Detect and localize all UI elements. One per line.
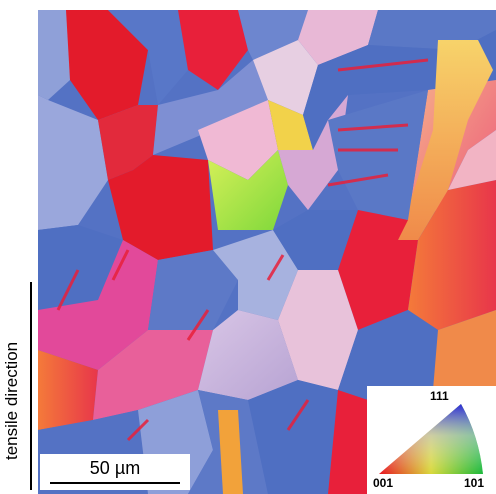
grain <box>218 410 243 494</box>
grain <box>213 230 298 320</box>
grain <box>448 130 496 190</box>
legend-label-001: 001 <box>373 476 394 490</box>
grain <box>298 10 378 65</box>
grain <box>398 40 493 240</box>
grain <box>338 210 418 330</box>
grain <box>328 390 368 494</box>
grain <box>38 240 158 370</box>
scale-bar-line <box>50 482 180 484</box>
grain <box>153 60 268 155</box>
scale-bar-label: 50 µm <box>89 458 141 478</box>
grain <box>273 210 358 270</box>
grain <box>328 90 428 220</box>
grain <box>238 10 308 60</box>
grain <box>38 95 108 230</box>
grain <box>408 180 496 330</box>
grain <box>338 310 438 400</box>
grain <box>66 10 148 120</box>
grain <box>108 155 213 260</box>
grain <box>148 250 238 330</box>
orientation-map <box>38 10 496 494</box>
grain <box>278 270 358 390</box>
tensile-axis-line <box>30 282 32 490</box>
grain <box>208 150 288 230</box>
grain <box>198 310 298 400</box>
legend-label-111: 111 <box>430 389 449 403</box>
grain <box>38 350 98 430</box>
grain <box>93 330 213 420</box>
tensile-direction-label: tensile direction <box>2 341 21 460</box>
grain <box>433 310 496 390</box>
grain <box>98 105 158 180</box>
grain <box>38 225 123 310</box>
ipf-legend: 111 001 101 <box>367 386 496 494</box>
grain <box>248 380 338 494</box>
grain <box>38 10 70 100</box>
scale-bar: 50 µm <box>40 454 190 490</box>
grain <box>108 10 188 105</box>
grain <box>178 10 248 90</box>
ipf-triangle-overlay <box>379 404 483 474</box>
grain <box>198 100 278 180</box>
grain <box>253 40 318 115</box>
grain <box>268 100 313 150</box>
legend-label-101: 101 <box>464 476 485 490</box>
